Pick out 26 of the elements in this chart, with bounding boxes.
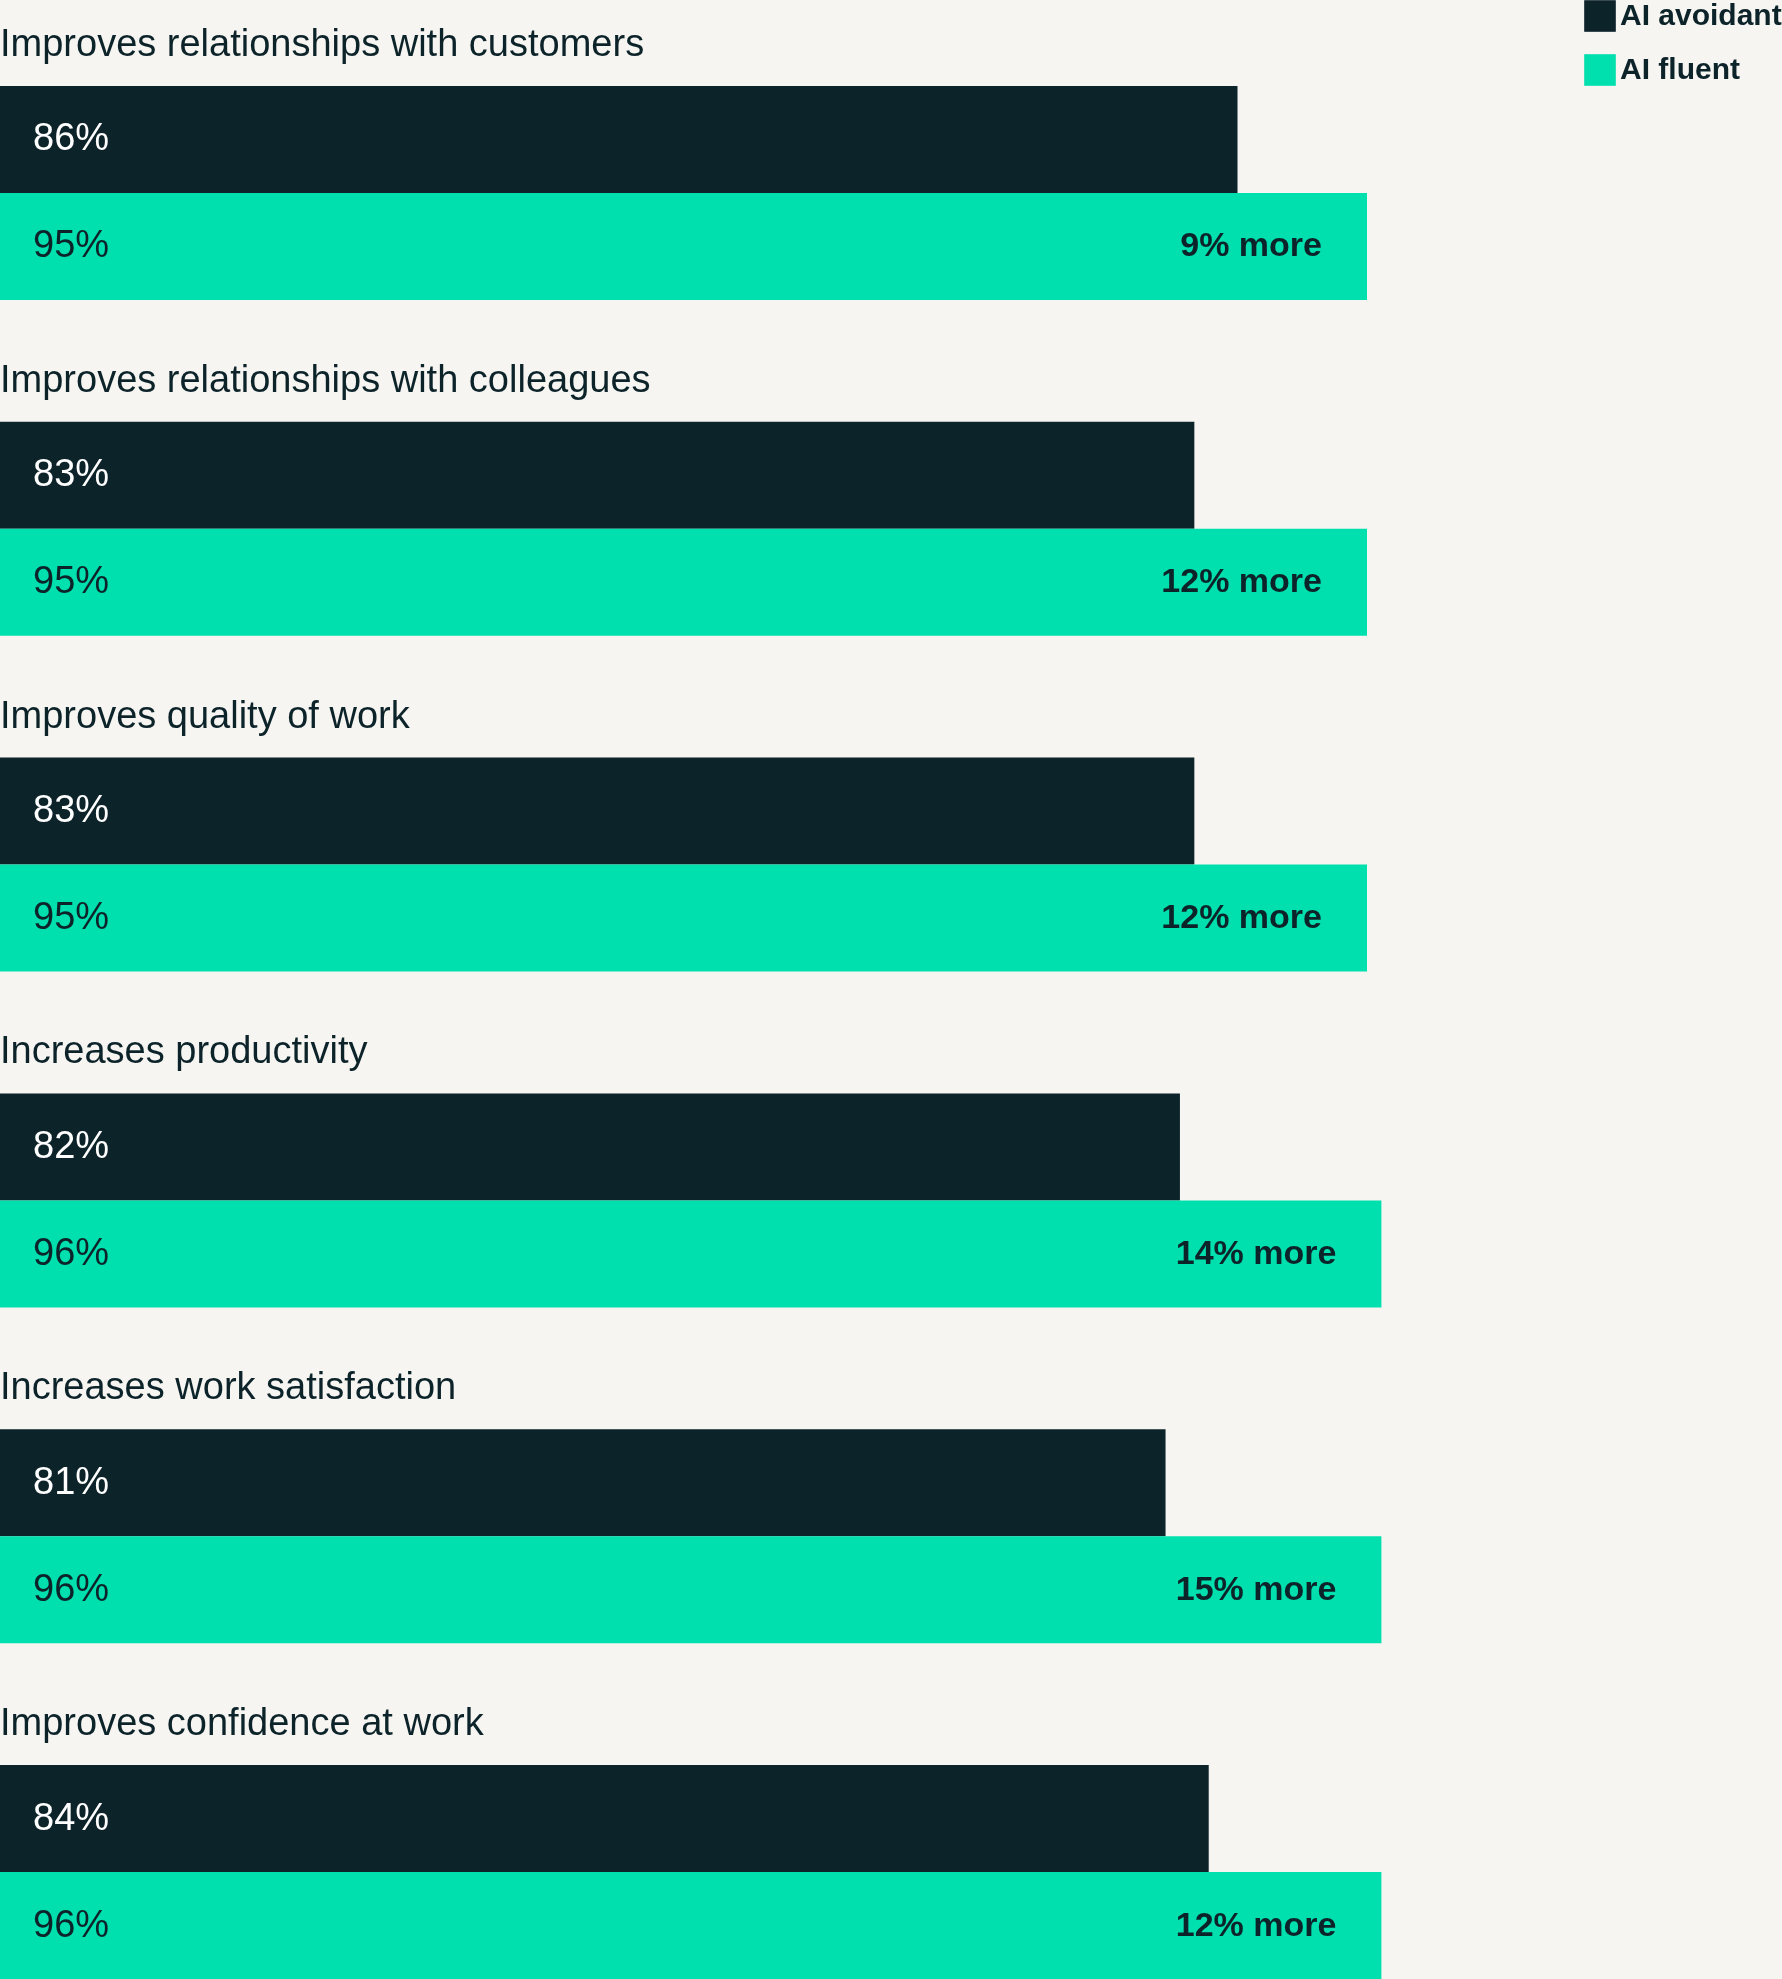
y-tick-label: Improves relationships with customers	[0, 21, 645, 64]
y-tick-label: Increases productivity	[0, 1029, 368, 1072]
data-label: 96%	[33, 1566, 110, 1609]
y-tick-label: Improves confidence at work	[0, 1701, 485, 1744]
y-tick-label: Improves quality of work	[0, 693, 411, 736]
annotation: 9% more	[1180, 225, 1323, 264]
data-label: 82%	[33, 1123, 110, 1166]
data-label: 96%	[33, 1902, 110, 1945]
data-label: 84%	[33, 1795, 110, 1838]
data-label: 83%	[33, 788, 110, 831]
data-label: 81%	[33, 1459, 110, 1502]
data-label: 95%	[33, 223, 110, 266]
legend-label: AI avoidant	[1620, 0, 1782, 31]
annotation: 14% more	[1175, 1232, 1337, 1271]
data-label: 83%	[33, 452, 110, 495]
data-label: 86%	[33, 116, 110, 159]
data-label: 95%	[33, 559, 110, 602]
annotation: 12% more	[1175, 1904, 1337, 1943]
y-tick-label: Increases work satisfaction	[0, 1365, 457, 1408]
y-tick-label: Improves relationships with colleagues	[0, 357, 651, 400]
legend-label: AI fluent	[1620, 52, 1740, 85]
data-label: 95%	[33, 895, 110, 938]
annotation: 15% more	[1175, 1568, 1337, 1607]
annotation: 12% more	[1161, 561, 1323, 600]
annotation: 12% more	[1161, 897, 1323, 936]
data-label: 96%	[33, 1230, 110, 1273]
